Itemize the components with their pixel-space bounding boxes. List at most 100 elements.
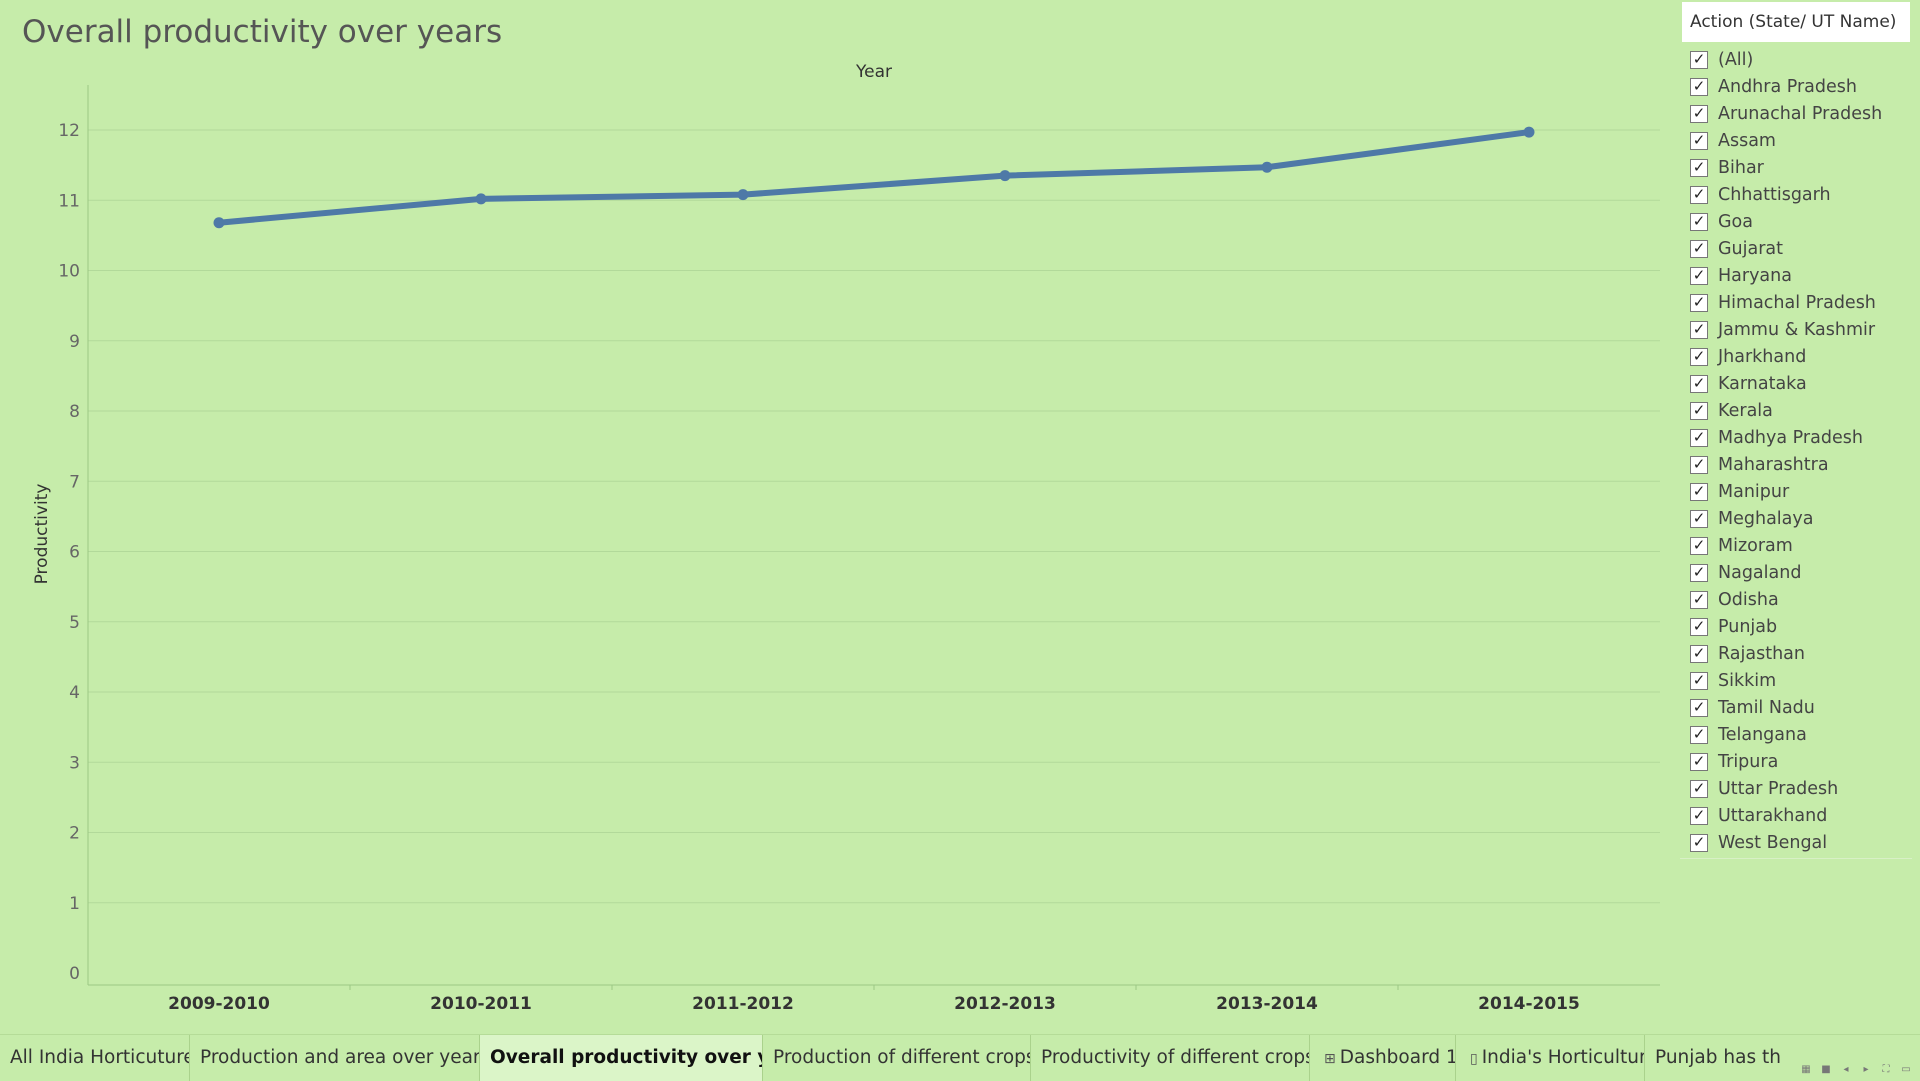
checkbox-checked-icon[interactable]: ✓ — [1690, 698, 1708, 717]
filter-item[interactable]: ✓ Nagaland — [1680, 559, 1912, 586]
checkbox-checked-icon[interactable]: ✓ — [1690, 347, 1708, 366]
filter-item[interactable]: ✓ Jammu & Kashmir — [1680, 316, 1912, 343]
data-point[interactable] — [737, 189, 749, 201]
data-point[interactable] — [1523, 126, 1535, 138]
y-tick-label: 4 — [69, 683, 80, 703]
checkbox-checked-icon[interactable]: ✓ — [1690, 617, 1708, 636]
filter-item[interactable]: ✓ Madhya Pradesh — [1680, 424, 1912, 451]
filter-item-label: Mizoram — [1718, 535, 1793, 556]
x-tick-label: 2012-2013 — [954, 994, 1056, 1014]
filter-item[interactable]: ✓ Jharkhand — [1680, 343, 1912, 370]
filter-item[interactable]: ✓ Assam — [1680, 127, 1912, 154]
present-icon[interactable]: ▭ — [1901, 1063, 1911, 1075]
filter-item[interactable]: ✓ Goa — [1680, 208, 1912, 235]
checkbox-checked-icon[interactable]: ✓ — [1690, 725, 1708, 744]
checkbox-checked-icon[interactable]: ✓ — [1690, 644, 1708, 663]
sheet-tab-label: All India Horticuture — [10, 1047, 190, 1068]
data-point[interactable] — [213, 217, 225, 229]
fullscreen-icon[interactable]: ⛶ — [1882, 1063, 1890, 1075]
checkbox-checked-icon[interactable]: ✓ — [1690, 77, 1708, 96]
sheet-tab[interactable]: ▯ India's Horticulture — [1456, 1035, 1645, 1081]
filter-item[interactable]: ✓ Telangana — [1680, 721, 1912, 748]
dashboard-icon: ⊞ — [1324, 1051, 1336, 1067]
filter-item[interactable]: ✓ (All) — [1680, 46, 1912, 73]
filter-item[interactable]: ✓ Sikkim — [1680, 667, 1912, 694]
checkbox-checked-icon[interactable]: ✓ — [1690, 779, 1708, 798]
grid-view-icon[interactable]: ▦ — [1801, 1063, 1811, 1075]
filter-item[interactable]: ✓ Kerala — [1680, 397, 1912, 424]
filter-item[interactable]: ✓ Gujarat — [1680, 235, 1912, 262]
filter-item[interactable]: ✓ Arunachal Pradesh — [1680, 100, 1912, 127]
sheet-tab[interactable]: Production of different crops — [763, 1035, 1031, 1081]
data-point[interactable] — [1261, 161, 1273, 173]
checkbox-checked-icon[interactable]: ✓ — [1690, 104, 1708, 123]
filter-item[interactable]: ✓ Punjab — [1680, 613, 1912, 640]
y-tick-label: 11 — [58, 191, 80, 211]
sheet-tab[interactable]: Productivity of different crops — [1031, 1035, 1310, 1081]
sheet-tab-label: Overall productivity over years — [490, 1047, 762, 1068]
y-tick-label: 6 — [69, 543, 80, 563]
checkbox-checked-icon[interactable]: ✓ — [1690, 509, 1708, 528]
sheet-tab-bar: Punjab has th ▯ India's Horticulture ⊞ Dashb… — [0, 1034, 1920, 1081]
filter-item-label: West Bengal — [1718, 832, 1828, 853]
filter-item[interactable]: ✓ Himachal Pradesh — [1680, 289, 1912, 316]
filter-item[interactable]: ✓ Uttar Pradesh — [1680, 775, 1912, 802]
filter-item[interactable]: ✓ Uttarakhand — [1680, 802, 1912, 829]
filter-item-label: Himachal Pradesh — [1718, 292, 1876, 313]
sheet-tab-label: Punjab has th — [1655, 1047, 1780, 1068]
filmstrip-icon[interactable]: ■ — [1821, 1063, 1831, 1075]
sheet-tab[interactable]: All India Horticuture — [0, 1035, 190, 1081]
filter-item[interactable]: ✓ Meghalaya — [1680, 505, 1912, 532]
sheet-tab[interactable]: Punjab has th — [1645, 1035, 1780, 1081]
filter-item-label: Tamil Nadu — [1718, 697, 1815, 718]
checkbox-checked-icon[interactable]: ✓ — [1690, 239, 1708, 258]
filter-item[interactable]: ✓ Andhra Pradesh — [1680, 73, 1912, 100]
checkbox-checked-icon[interactable]: ✓ — [1690, 158, 1708, 177]
checkbox-checked-icon[interactable]: ✓ — [1690, 212, 1708, 231]
checkbox-checked-icon[interactable]: ✓ — [1690, 536, 1708, 555]
sheet-tab[interactable]: Production and area over years — [190, 1035, 480, 1081]
x-axis-header: Year — [856, 62, 892, 82]
checkbox-checked-icon[interactable]: ✓ — [1690, 833, 1708, 852]
y-tick-label: 10 — [58, 262, 80, 282]
checkbox-checked-icon[interactable]: ✓ — [1690, 131, 1708, 150]
filter-item-label: Meghalaya — [1718, 508, 1814, 529]
checkbox-checked-icon[interactable]: ✓ — [1690, 752, 1708, 771]
checkbox-checked-icon[interactable]: ✓ — [1690, 293, 1708, 312]
sheet-tab[interactable]: ⊞ Dashboard 1 — [1310, 1035, 1456, 1081]
filter-item[interactable]: ✓ Karnataka — [1680, 370, 1912, 397]
filter-item[interactable]: ✓ Bihar — [1680, 154, 1912, 181]
filter-item[interactable]: ✓ Mizoram — [1680, 532, 1912, 559]
checkbox-checked-icon[interactable]: ✓ — [1690, 455, 1708, 474]
filter-item[interactable]: ✓ West Bengal — [1680, 829, 1912, 856]
filter-item[interactable]: ✓ Rajasthan — [1680, 640, 1912, 667]
checkbox-checked-icon[interactable]: ✓ — [1690, 320, 1708, 339]
checkbox-checked-icon[interactable]: ✓ — [1690, 671, 1708, 690]
checkbox-checked-icon[interactable]: ✓ — [1690, 374, 1708, 393]
filter-item[interactable]: ✓ Tripura — [1680, 748, 1912, 775]
filter-item[interactable]: ✓ Tamil Nadu — [1680, 694, 1912, 721]
filter-item[interactable]: ✓ Chhattisgarh — [1680, 181, 1912, 208]
checkbox-checked-icon[interactable]: ✓ — [1690, 185, 1708, 204]
data-point[interactable] — [475, 193, 487, 205]
checkbox-checked-icon[interactable]: ✓ — [1690, 401, 1708, 420]
checkbox-checked-icon[interactable]: ✓ — [1690, 266, 1708, 285]
filter-item-label: Uttar Pradesh — [1718, 778, 1839, 799]
prev-sheet-icon[interactable]: ◂ — [1843, 1063, 1849, 1075]
checkbox-checked-icon[interactable]: ✓ — [1690, 590, 1708, 609]
data-point[interactable] — [999, 170, 1011, 182]
filter-item-label: (All) — [1718, 49, 1754, 70]
filter-item[interactable]: ✓ Manipur — [1680, 478, 1912, 505]
next-sheet-icon[interactable]: ▸ — [1863, 1063, 1869, 1075]
checkbox-checked-icon[interactable]: ✓ — [1690, 428, 1708, 447]
checkbox-checked-icon[interactable]: ✓ — [1690, 482, 1708, 501]
sheet-tab[interactable]: Overall productivity over years — [480, 1035, 763, 1081]
checkbox-checked-icon[interactable]: ✓ — [1690, 806, 1708, 825]
filter-item[interactable]: ✓ Maharashtra — [1680, 451, 1912, 478]
checkbox-checked-icon[interactable]: ✓ — [1690, 50, 1708, 69]
checkbox-checked-icon[interactable]: ✓ — [1690, 563, 1708, 582]
filter-item-label: Andhra Pradesh — [1718, 76, 1857, 97]
filter-item-label: Bihar — [1718, 157, 1764, 178]
filter-item[interactable]: ✓ Odisha — [1680, 586, 1912, 613]
filter-item[interactable]: ✓ Haryana — [1680, 262, 1912, 289]
